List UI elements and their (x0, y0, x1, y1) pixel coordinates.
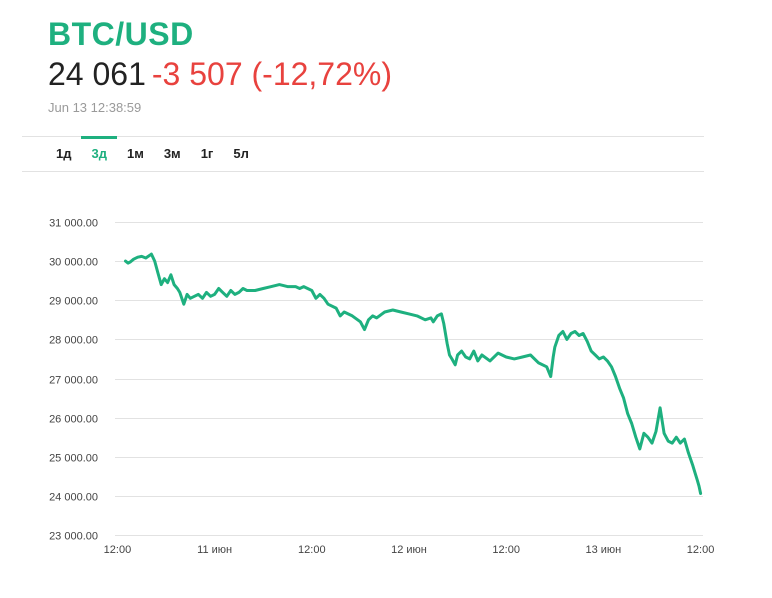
y-tick-label: 28 000.00 (49, 335, 98, 347)
y-axis-labels: 31 000.00 30 000.00 29 000.00 28 000.00 27 0… (49, 218, 98, 543)
y-tick-label: 24 000.00 (49, 492, 98, 504)
x-tick-label: 11 июн (197, 544, 232, 556)
quote-timestamp: Jun 13 12:38:59 (48, 100, 142, 115)
x-tick-label: 12:00 (298, 544, 326, 556)
y-tick-label: 31 000.00 (49, 218, 98, 230)
tabs-bottom-divider (22, 171, 704, 172)
last-price: 24 061 (48, 56, 146, 92)
tab-1y[interactable]: 1г (200, 146, 214, 161)
y-tick-label: 23 000.00 (49, 531, 98, 543)
chart-series (124, 252, 703, 495)
tab-1d[interactable]: 1д (56, 146, 72, 161)
x-tick-label: 12:00 (104, 544, 132, 556)
tab-1m[interactable]: 1м (126, 146, 144, 161)
x-tick-label: 12:00 (492, 544, 520, 556)
y-tick-label: 30 000.00 (49, 257, 98, 269)
quote-line: 24 061 -3 507 (-12,72%) (48, 56, 392, 93)
price-change: -3 507 (-12,72%) (151, 56, 392, 92)
ticker-symbol: BTC/USD (48, 16, 194, 52)
price-line (124, 252, 703, 495)
y-tick-label: 27 000.00 (49, 375, 98, 387)
period-tabs: 1д 3д 1м 3м 1г 5л (46, 136, 259, 171)
y-tick-label: 26 000.00 (49, 414, 98, 426)
tab-3m[interactable]: 3м (163, 146, 181, 161)
x-tick-label: 12 июн (391, 544, 427, 556)
tab-3d[interactable]: 3д (81, 136, 118, 171)
x-tick-label: 12:00 (687, 544, 715, 556)
chart-gridlines (115, 222, 703, 536)
y-tick-label: 29 000.00 (49, 296, 98, 308)
y-tick-label: 25 000.00 (49, 453, 98, 465)
x-axis-labels: 12:00 11 июн 12:00 12 июн 12:00 13 июн 12:00 (104, 544, 715, 556)
x-tick-label: 13 июн (585, 544, 621, 556)
tabs-top-divider (22, 136, 704, 137)
tab-5y[interactable]: 5л (233, 146, 249, 161)
